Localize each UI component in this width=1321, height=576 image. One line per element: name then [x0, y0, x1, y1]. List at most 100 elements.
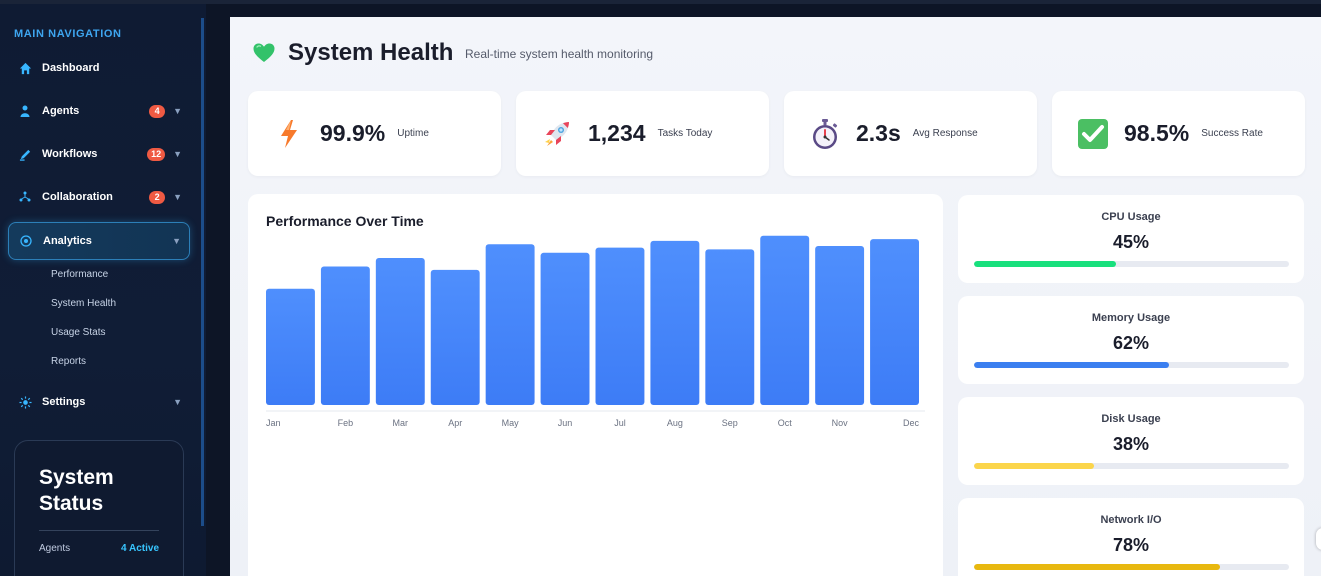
progress-track [974, 362, 1289, 368]
sidebar-item-label: Workflows [42, 148, 98, 160]
x-tick-label: Nov [832, 418, 849, 428]
x-tick-label: Mar [393, 418, 409, 428]
user-icon [18, 104, 32, 118]
bar-mar[interactable] [375, 257, 425, 405]
stat-value: 98.5% [1124, 120, 1190, 146]
bar-dec[interactable] [870, 239, 919, 405]
metric-card-network: Network I/O 78% [958, 498, 1304, 576]
chevron-down-icon[interactable]: ▼ [173, 397, 182, 407]
stat-label: Uptime [397, 128, 429, 139]
target-icon [19, 234, 33, 248]
divider [39, 530, 159, 531]
metric-label: Memory Usage [1091, 312, 1171, 324]
system-status-title: System Status [39, 466, 114, 515]
bar-nov[interactable] [815, 245, 865, 405]
x-tick-label: May [502, 418, 520, 428]
bar-jun[interactable] [540, 252, 590, 405]
submenu-usage-stats[interactable]: Usage Stats [51, 327, 106, 338]
sidebar-item-label: Collaboration [42, 191, 113, 203]
metric-value: 38% [1112, 434, 1150, 454]
metric-value: 62% [1112, 333, 1150, 353]
stat-card-tasks: 1,234 Tasks Today [516, 91, 769, 176]
chevron-down-icon[interactable]: ▼ [172, 236, 181, 246]
bar-feb[interactable] [320, 266, 370, 405]
green-heart-icon [253, 43, 275, 62]
sidebar-item-label: Settings [42, 396, 86, 408]
sidebar-item-workflows[interactable]: Workflows 12 ▼ [8, 135, 190, 173]
performance-chart-card: Performance Over Time Jan Feb Mar Apr May Jun… [248, 194, 943, 576]
share-icon [18, 190, 32, 204]
stat-card-success: 98.5% Success Rate [1052, 91, 1305, 176]
metric-value: 78% [1112, 535, 1150, 555]
chevron-down-icon[interactable]: ▼ [173, 106, 182, 116]
pen-icon [18, 147, 32, 161]
x-tick-label: Aug [667, 418, 683, 428]
bar-apr[interactable] [430, 269, 480, 405]
sidebar-item-label: Analytics [43, 235, 92, 247]
x-tick-label: Sep [722, 418, 738, 428]
progress-fill [974, 564, 1220, 570]
metric-label: Disk Usage [1101, 413, 1161, 425]
sidebar-item-agents[interactable]: Agents 4 ▼ [8, 92, 190, 130]
top-border [0, 0, 1321, 4]
collaboration-count-badge: 2 [149, 190, 166, 204]
bar-sep[interactable] [705, 249, 755, 405]
stat-card-uptime: 99.9% Uptime [248, 91, 501, 176]
x-tick-label: Dec [903, 418, 920, 428]
main-content: System Health Real-time system health mo… [230, 17, 1321, 576]
sidebar-item-label: Agents [42, 105, 80, 117]
sidebar-scrollbar[interactable] [201, 18, 204, 526]
lightning-icon [272, 117, 306, 151]
x-tick-label: Apr [448, 418, 462, 428]
status-row: Agents 4 Active [39, 543, 159, 554]
sidebar-item-dashboard[interactable]: Dashboard [8, 49, 190, 87]
progress-fill [974, 261, 1116, 267]
submenu-system-health[interactable]: System Health [51, 298, 117, 309]
sidebar-item-settings[interactable]: Settings ▼ [8, 383, 190, 421]
progress-fill [974, 362, 1170, 368]
chevron-down-icon[interactable]: ▼ [173, 149, 182, 159]
stat-label: Tasks Today [657, 128, 713, 139]
submenu-reports[interactable]: Reports [51, 356, 87, 367]
metric-label: Network I/O [1100, 514, 1162, 526]
bar-oct[interactable] [760, 235, 810, 405]
home-icon [18, 61, 32, 75]
bar-aug[interactable] [650, 240, 700, 405]
metric-card-cpu: CPU Usage 45% [958, 195, 1304, 283]
submenu-performance[interactable]: Performance [51, 269, 109, 280]
metric-label: CPU Usage [1101, 211, 1161, 223]
sidebar: MAIN NAVIGATION Dashboard Agents 4 ▼ Wor… [0, 4, 206, 576]
metric-card-disk: Disk Usage 38% [958, 397, 1304, 485]
workflows-count-badge: 12 [147, 147, 166, 161]
checkmark-icon [1076, 117, 1110, 151]
status-key: Agents [39, 543, 71, 554]
progress-track [974, 261, 1289, 267]
floating-action-button[interactable] [1316, 528, 1321, 550]
x-tick-label: Feb [338, 418, 354, 428]
bar-jan[interactable] [266, 288, 315, 405]
sidebar-item-collaboration[interactable]: Collaboration 2 ▼ [8, 178, 190, 216]
page-title: System Health [288, 39, 454, 66]
stopwatch-icon [808, 117, 842, 151]
progress-fill [974, 463, 1094, 469]
status-value: 4 Active [121, 543, 159, 554]
x-tick-label: Jan [266, 418, 281, 428]
progress-track [974, 463, 1289, 469]
chart-title: Performance Over Time [266, 213, 424, 229]
performance-bar-chart: Jan Feb Mar Apr May Jun Jul Aug Sep Oct Nov Dec [266, 235, 925, 428]
x-tick-label: Oct [778, 418, 793, 428]
sun-gear-icon [18, 395, 32, 409]
nav-header: MAIN NAVIGATION [14, 28, 122, 40]
stat-label: Avg Response [912, 128, 978, 139]
stat-value: 99.9% [320, 120, 386, 146]
agents-count-badge: 4 [149, 104, 166, 118]
stat-label: Success Rate [1201, 128, 1263, 139]
sidebar-item-label: Dashboard [42, 62, 100, 74]
chevron-down-icon[interactable]: ▼ [173, 192, 182, 202]
sidebar-item-analytics[interactable]: Analytics ▼ [8, 222, 190, 260]
page-subtitle: Real-time system health monitoring [465, 47, 654, 61]
bar-jul[interactable] [595, 247, 645, 405]
x-tick-label: Jul [614, 418, 626, 428]
rocket-icon [540, 117, 574, 151]
bar-may[interactable] [485, 244, 535, 405]
